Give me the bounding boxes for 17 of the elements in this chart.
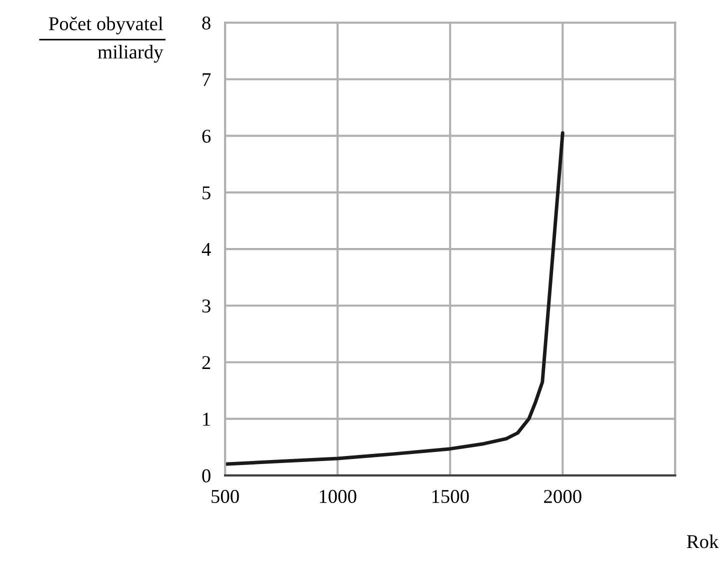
y-tick-label: 4: [202, 242, 211, 256]
y-tick-label: 1: [203, 412, 210, 426]
y-tick-label: 2: [202, 356, 210, 369]
y-axis-title: Počet obyvatel: [48, 16, 163, 34]
y-tick-label: 6: [202, 130, 211, 143]
line-series: [225, 131, 564, 466]
text: miliardy: [98, 44, 164, 63]
y-tick-label: 7: [202, 73, 211, 86]
x-tick-label: 1500: [432, 490, 469, 504]
y-tick-label: 8: [202, 16, 210, 30]
x-axis-title: Rok: [686, 534, 719, 548]
x-tick-label: 1000: [320, 490, 356, 504]
x-tick-label: 2000: [544, 490, 582, 504]
y-tick-label: 0: [202, 469, 210, 482]
y-tick-label: 3: [202, 300, 210, 313]
y-tick-label: 5: [202, 186, 210, 200]
x-tick-label: 500: [212, 490, 239, 504]
